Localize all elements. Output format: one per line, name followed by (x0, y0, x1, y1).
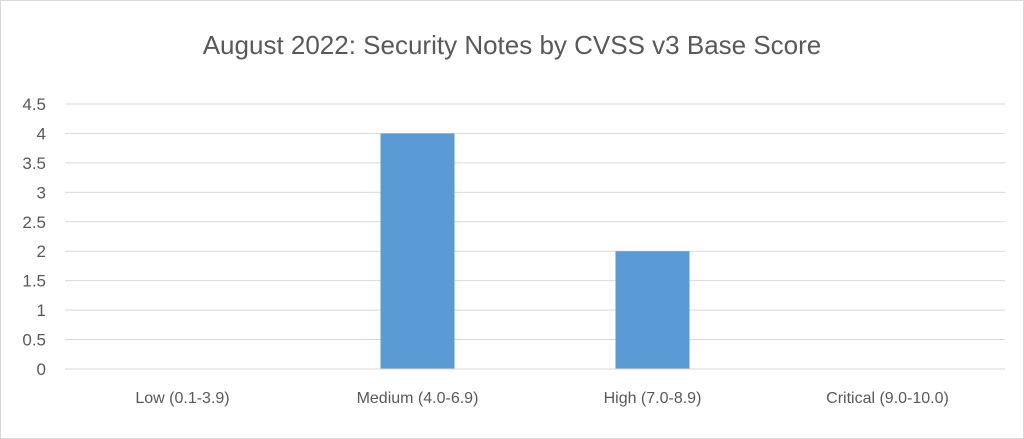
y-tick-label: 3.5 (22, 154, 46, 173)
x-axis-category-labels: Low (0.1-3.9) Medium (4.0-6.9) High (7.0-8… (135, 390, 948, 407)
y-axis-tick-labels: 0 0.5 1 1.5 2 2.5 3 3.5 4 4.5 (22, 95, 46, 379)
y-tick-label: 1 (37, 301, 46, 320)
bars (380, 133, 690, 369)
y-tick-label: 0 (37, 360, 46, 379)
y-tick-label: 3 (37, 183, 46, 202)
bar (380, 133, 455, 369)
y-tick-label: 2 (37, 242, 46, 261)
y-tick-label: 4.5 (22, 95, 46, 114)
gridlines (65, 103, 1005, 341)
x-category-label: Low (0.1-3.9) (135, 390, 229, 407)
y-tick-label: 4 (37, 124, 46, 143)
x-category-label: High (7.0-8.9) (604, 390, 702, 407)
y-tick-label: 1.5 (22, 272, 46, 291)
y-tick-label: 0.5 (22, 331, 46, 350)
bar (615, 251, 690, 369)
x-category-label: Critical (9.0-10.0) (826, 390, 949, 407)
y-tick-label: 2.5 (22, 213, 46, 232)
chart-title: August 2022: Security Notes by CVSS v3 B… (203, 30, 822, 60)
x-category-label: Medium (4.0-6.9) (357, 390, 479, 407)
